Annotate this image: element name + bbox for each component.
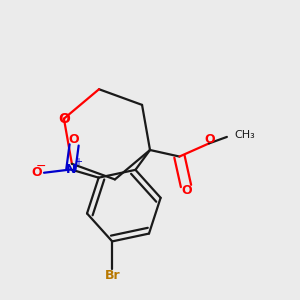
Text: O: O (68, 133, 79, 146)
Text: N: N (66, 163, 76, 176)
Text: CH₃: CH₃ (234, 130, 255, 140)
Text: O: O (205, 133, 215, 146)
Text: O: O (32, 166, 42, 179)
Text: O: O (58, 112, 70, 126)
Text: +: + (74, 157, 82, 167)
Text: −: − (35, 160, 46, 173)
Text: Br: Br (104, 269, 120, 282)
Text: O: O (181, 184, 192, 197)
